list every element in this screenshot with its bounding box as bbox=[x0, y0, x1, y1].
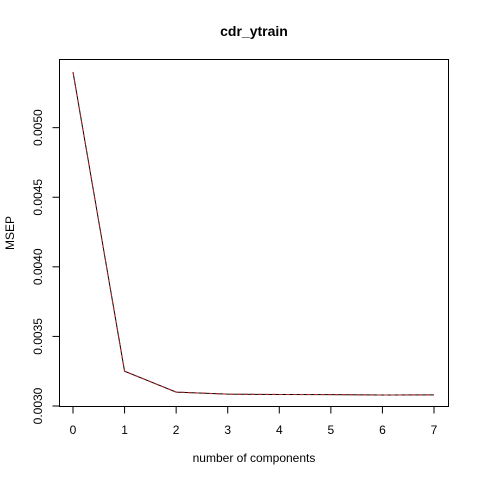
plot-area bbox=[59, 59, 449, 407]
x-tick-label: 4 bbox=[276, 423, 283, 437]
series-line-1 bbox=[72, 71, 435, 396]
x-tick-label: 1 bbox=[121, 423, 128, 437]
x-tick-label: 6 bbox=[379, 423, 386, 437]
x-axis-label: number of components bbox=[193, 451, 316, 465]
x-tick-label: 0 bbox=[70, 423, 77, 437]
y-tick-label: 0.0040 bbox=[31, 248, 45, 285]
y-tick-label: 0.0030 bbox=[31, 387, 45, 424]
y-axis-label: MSEP bbox=[3, 216, 17, 250]
chart-title: cdr_ytrain bbox=[220, 23, 288, 39]
y-tick-label: 0.0045 bbox=[31, 179, 45, 216]
x-tick-label: 3 bbox=[224, 423, 231, 437]
series-line-0 bbox=[72, 71, 435, 396]
x-tick-label: 5 bbox=[328, 423, 335, 437]
y-axis: 0.0030 0.0035 0.0040 0.0045 0.0050 bbox=[31, 109, 60, 424]
y-tick-label: 0.0035 bbox=[31, 318, 45, 355]
y-tick-label: 0.0050 bbox=[31, 109, 45, 146]
x-tick-label: 7 bbox=[431, 423, 438, 437]
series-layer bbox=[72, 71, 435, 396]
x-tick-label: 2 bbox=[173, 423, 180, 437]
x-axis: 0 1 2 3 4 5 6 7 bbox=[70, 406, 438, 437]
